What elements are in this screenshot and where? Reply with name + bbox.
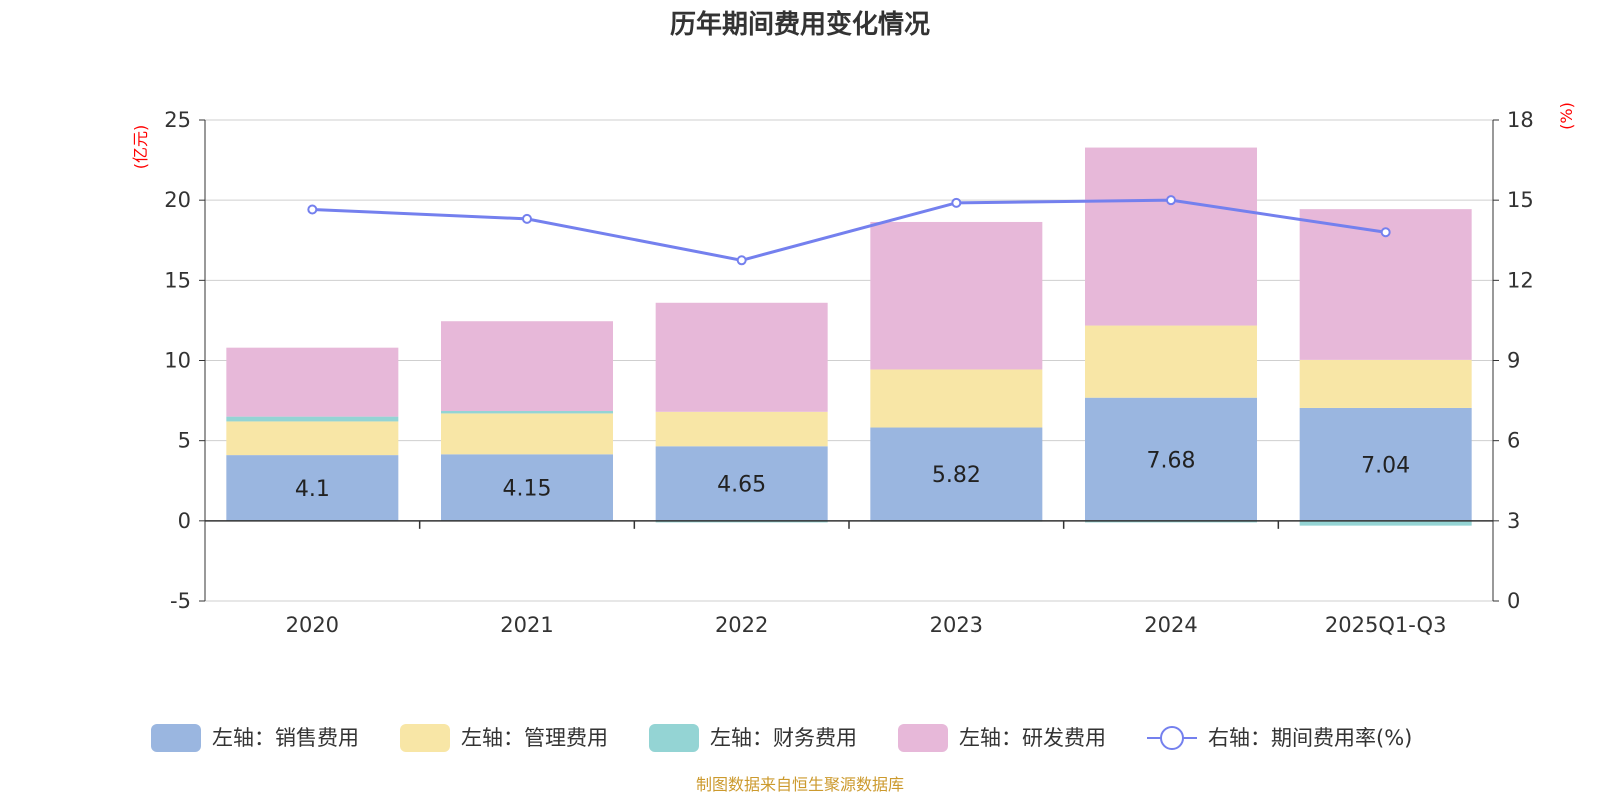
line-point[interactable] [1166,195,1176,206]
bar-value-label: 4.15 [503,477,552,502]
bar-segment-2-2021[interactable] [441,413,613,455]
right-axis-tick-label: 9 [1507,349,1520,373]
bar-segment-4-2021[interactable] [441,321,613,412]
bar-segment-4-2022[interactable] [655,302,828,412]
data-source-note: 制图数据来自恒生聚源数据库 [696,775,904,794]
left-axis-tick-label: -5 [170,589,191,613]
left-axis-tick-label: 5 [178,429,191,453]
legend-label[interactable]: 左轴：财务费用 [710,726,857,750]
right-axis-tick-label: 12 [1507,268,1534,292]
legend-label[interactable]: 左轴：研发费用 [959,726,1106,750]
legend-swatch[interactable] [151,724,201,752]
right-axis-tick-label: 6 [1507,429,1520,453]
legend-swatch[interactable] [649,724,699,752]
category-label: 2025Q1-Q3 [1325,613,1447,637]
left-axis-tick-label: 20 [164,188,191,212]
left-axis-tick-label: 0 [178,509,191,533]
right-axis-unit: (%) [1557,102,1576,130]
bar-segment-2-2020[interactable] [226,421,399,456]
chart-title: 历年期间费用变化情况 [670,9,930,40]
axes-layer: -5 0 5 10 15 20 25 0 3 6 9 12 15 18 2020 2021 2022 2023 20… [164,108,1533,637]
legend-label[interactable]: 右轴：期间费用率(%) [1208,726,1412,750]
bar-segment-4-2023[interactable] [870,221,1043,370]
bars-layer [226,147,1472,526]
bar-segment-4-2020[interactable] [226,347,399,417]
category-label: 2020 [286,613,339,637]
category-label: 2023 [930,613,983,637]
bar-segment-2-2025Q1-Q3[interactable] [1299,359,1472,408]
category-label: 2024 [1144,613,1197,637]
bar-segment-1-2025Q1-Q3[interactable] [1299,407,1472,521]
right-axis-tick-label: 0 [1507,589,1520,613]
bar-segment-3-2022[interactable] [655,520,828,523]
bar-value-label: 7.68 [1147,448,1196,473]
bar-segment-2-2024[interactable] [1085,325,1257,398]
category-label: 2021 [500,613,553,637]
legend-circle-marker[interactable] [1160,726,1184,750]
bar-segment-1-2022[interactable] [655,446,828,521]
line-point[interactable] [1380,227,1391,238]
labels-layer: 4.1 4.15 4.65 5.82 7.68 7.04 [295,448,1410,502]
bar-value-label: 7.04 [1361,453,1410,478]
bar-segment-3-2025Q1-Q3[interactable] [1299,520,1472,526]
left-axis-unit: (亿元) [131,125,150,170]
right-axis-tick-label: 18 [1507,108,1534,132]
line-point[interactable] [736,255,747,266]
bar-value-label: 5.82 [932,463,981,488]
left-axis-tick-label: 25 [164,108,191,132]
legend-label[interactable]: 左轴：销售费用 [212,726,359,750]
left-axis-tick-label: 15 [164,268,191,292]
bar-segment-1-2024[interactable] [1085,397,1257,521]
bar-segment-1-2020[interactable] [226,455,399,521]
left-axis-tick-label: 10 [164,349,191,373]
bar-value-label: 4.65 [717,473,766,498]
bar-segment-3-2020[interactable] [226,416,399,422]
line-point[interactable] [951,197,962,208]
legend[interactable]: 左轴：销售费用 左轴：管理费用 左轴：财务费用 左轴：研发费用 右轴：期间费用率(%) [151,724,1412,752]
line-expense-rate [312,198,1386,262]
category-label: 2022 [715,613,768,637]
legend-swatch[interactable] [400,724,450,752]
legend-swatch[interactable] [898,724,948,752]
line-point[interactable] [307,204,318,215]
right-axis-tick-label: 15 [1507,188,1534,212]
bar-segment-3-2021[interactable] [441,411,613,414]
bar-segment-3-2024[interactable] [1085,520,1257,523]
bar-segment-2-2023[interactable] [870,369,1043,428]
bar-value-label: 4.1 [295,477,330,502]
bar-segment-1-2023[interactable] [870,427,1043,521]
line-layer [307,195,1391,266]
line-point[interactable] [522,213,532,224]
right-axis-tick-label: 3 [1507,509,1520,533]
bar-segment-1-2021[interactable] [441,454,613,521]
legend-label[interactable]: 左轴：管理费用 [461,726,608,750]
bar-segment-4-2024[interactable] [1085,147,1257,326]
bar-segment-2-2022[interactable] [655,411,828,447]
